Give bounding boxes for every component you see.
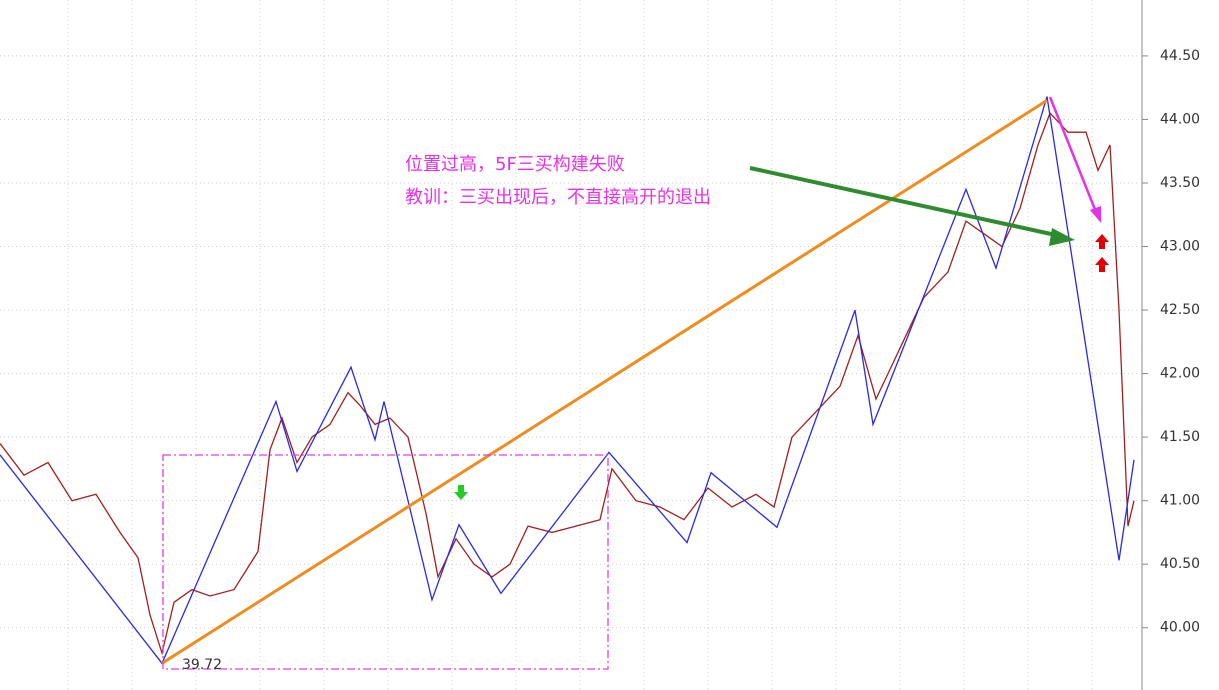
series-line [161, 99, 1048, 665]
grid [0, 0, 1140, 690]
pink-arrow [1048, 96, 1098, 213]
y-tick-label: 41.00 [1160, 493, 1200, 509]
arrow-head [1049, 228, 1075, 246]
y-tick-label: 40.50 [1160, 556, 1200, 572]
annotation: 教训：三买出现后，不直接高开的退出 [405, 187, 711, 208]
range-box [162, 454, 609, 670]
series-line [0, 96, 1135, 665]
y-tick-label: 43.00 [1160, 239, 1200, 255]
plot [0, 96, 1135, 665]
y-tick-label: 43.50 [1160, 175, 1200, 191]
annotation-arrow [749, 166, 1061, 238]
low-label: 39.72 [182, 657, 222, 673]
y-tick-label: 42.50 [1160, 302, 1200, 318]
y-tick-label: 44.00 [1160, 111, 1200, 127]
y-tick-label: 40.00 [1160, 620, 1200, 636]
buy-signal [1095, 257, 1109, 272]
buy-signal [1095, 234, 1109, 249]
y-tick-label: 41.50 [1160, 429, 1200, 445]
y-tick-label: 44.50 [1160, 48, 1200, 64]
annotation: 位置过高，5F三买构建失败 [405, 154, 625, 175]
series-line [0, 111, 1135, 656]
sell-signal [454, 485, 468, 500]
arrow-head [1090, 206, 1101, 223]
y-tick-label: 42.00 [1160, 366, 1200, 382]
